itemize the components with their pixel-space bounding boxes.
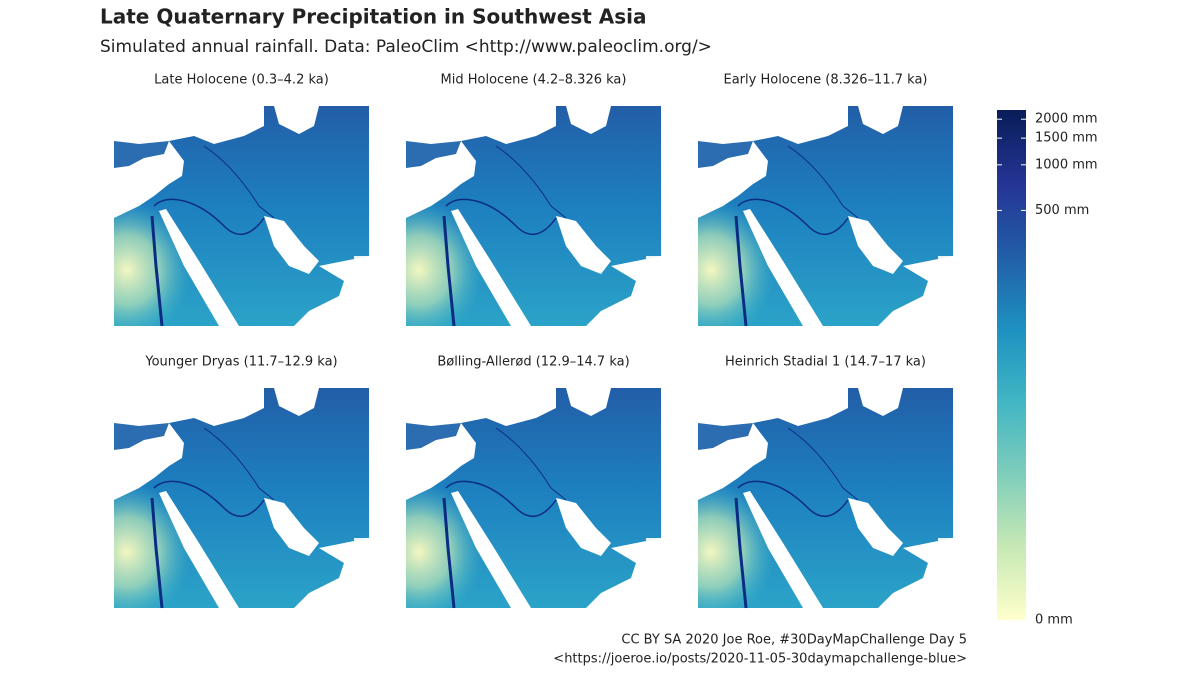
map-panel — [112, 104, 371, 328]
colorbar-label: 0 mm — [1035, 613, 1073, 628]
panel-title: Heinrich Stadial 1 (14.7–17 ka) — [725, 355, 926, 370]
colorbar-label: 500 mm — [1035, 203, 1089, 218]
map-panel — [696, 386, 955, 610]
map-panel — [696, 104, 955, 328]
panel-title: Bølling-Allerød (12.9–14.7 ka) — [437, 355, 629, 370]
colorbar-label: 2000 mm — [1035, 112, 1098, 127]
panel-title: Younger Dryas (11.7–12.9 ka) — [144, 355, 337, 370]
colorbar — [997, 110, 1026, 620]
map-panel — [404, 386, 663, 610]
caption-line: <https://joeroe.io/posts/2020-11-05-30da… — [553, 652, 967, 667]
map-panel — [404, 104, 663, 328]
title: Late Quaternary Precipitation in Southwe… — [100, 5, 646, 29]
colorbar-label: 1000 mm — [1035, 157, 1098, 172]
colorbar-label: 1500 mm — [1035, 131, 1098, 146]
panel-title: Early Holocene (8.326–11.7 ka) — [724, 73, 928, 88]
subtitle: Simulated annual rainfall. Data: PaleoCl… — [100, 37, 712, 57]
map-panel — [112, 386, 371, 610]
panel-title: Late Holocene (0.3–4.2 ka) — [154, 73, 329, 88]
caption-line: CC BY SA 2020 Joe Roe, #30DayMapChalleng… — [621, 633, 967, 648]
panel-title: Mid Holocene (4.2–8.326 ka) — [441, 73, 627, 88]
